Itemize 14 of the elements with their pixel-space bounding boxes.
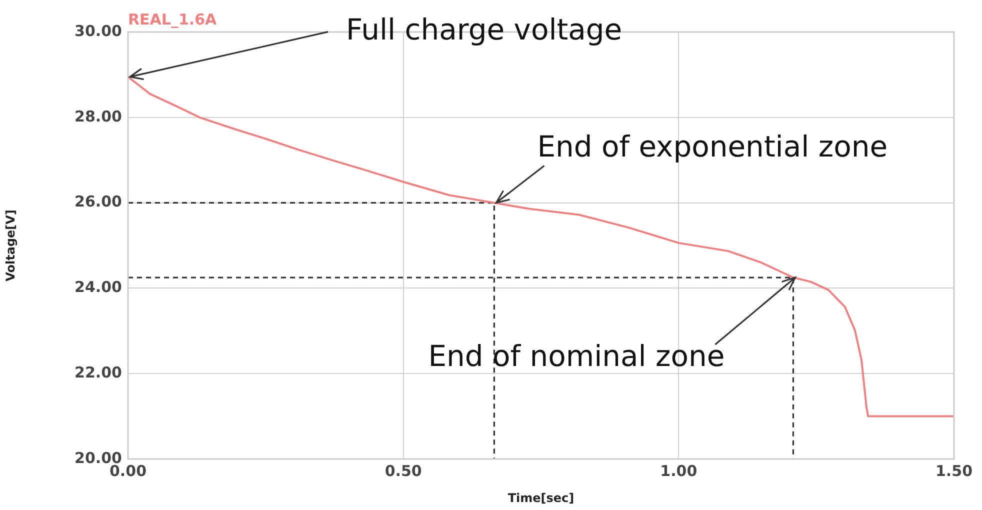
y-tick-label: 22.00 xyxy=(74,363,122,382)
x-tick-label: 1.50 xyxy=(935,462,973,480)
y-axis-title: Voltage[V] xyxy=(3,210,18,282)
x-tick-label: 0.50 xyxy=(384,462,422,480)
y-tick-label: 24.00 xyxy=(74,278,122,296)
annotation: End of nominal zone xyxy=(428,339,725,374)
y-tick-label: 30.00 xyxy=(74,22,122,40)
x-axis-title: Time[sec] xyxy=(508,490,574,505)
y-tick-label: 28.00 xyxy=(74,107,122,126)
annotation: Full charge voltage xyxy=(346,12,622,46)
annotation: End of exponential zone xyxy=(537,129,888,164)
text: REAL_1.6A xyxy=(128,10,218,28)
x-tick-label: 1.00 xyxy=(660,462,698,480)
y-tick-label: 26.00 xyxy=(74,192,122,211)
